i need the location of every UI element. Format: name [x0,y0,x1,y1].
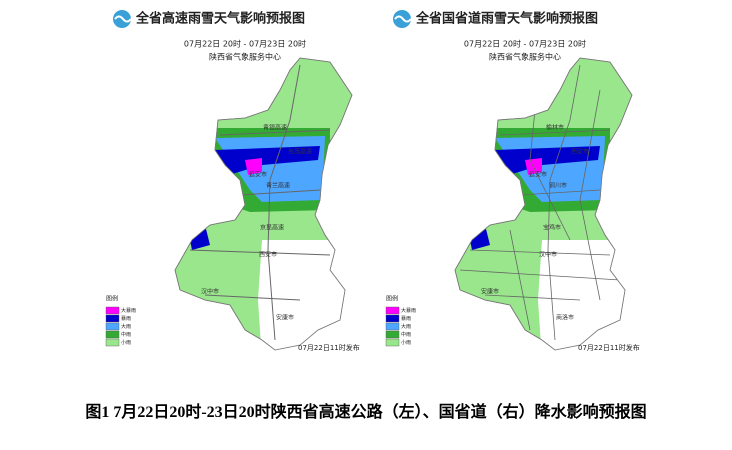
road [219,129,331,136]
legend-label: 小雨 [401,339,411,346]
road [499,129,611,136]
place-label: 宝鸡市 [543,224,561,232]
legend-label: 暴雨 [121,315,131,322]
place-label: 安康市 [481,288,499,296]
legend-label: 中雨 [401,331,411,338]
legend-swatch [105,322,120,331]
place-label: 商洛市 [556,314,574,322]
legend-label: 中雨 [121,331,131,338]
map-panel: 全省国省道雨雪天气影响预报图 07月22日 20时 - 07月23日 20时陕西省… [385,10,640,352]
legend-swatch [105,338,120,347]
legend-swatch [105,306,120,315]
legend-swatch [385,330,400,339]
legend-title: 图例 [106,295,118,303]
map-agency: 陕西省气象服务中心 [489,52,561,62]
road [239,189,321,196]
legend-label: 大雨 [121,323,131,330]
place-label: 京昆高速 [260,224,284,232]
road [469,249,611,256]
map-time: 07月22日 20时 - 07月23日 20时 [184,39,306,49]
map-title: 全省高速雨雪天气影响预报图 [135,11,305,27]
caption: 图1 7月22日20时-23日20时陕西省高速公路（左）、国省道（右）降水影响预… [85,404,647,421]
issued-time: 07月22日11时发布 [578,343,640,352]
road [519,189,601,196]
legend-label: 大暴雨 [121,307,136,314]
legend-title: 图例 [386,295,398,303]
legend-swatch [385,338,400,347]
place-label: 榆林市 [546,124,564,132]
zone-extreme [245,158,262,175]
legend-label: 暴雨 [401,315,411,322]
place-label: 汉中市 [539,251,557,259]
legend-label: 小雨 [121,339,131,346]
road [547,64,581,341]
map-time: 07月22日 20时 - 07月23日 20时 [464,39,586,49]
legend-swatch [105,314,120,323]
place-label: 包茂高速 [288,148,312,156]
place-label: 延安市 [249,171,267,179]
road [204,294,301,301]
place-label: 西安市 [571,148,589,156]
logo-wave [114,15,132,23]
road [509,229,531,331]
legend-swatch [385,322,400,331]
legend-swatch [385,306,400,315]
road [484,294,581,301]
place-label: 延安市 [529,171,547,179]
legend-swatch [385,314,400,323]
road [189,249,331,256]
legend-label: 大暴雨 [401,307,416,314]
place-label: 汉中市 [201,288,219,296]
place-label: 西安市 [259,251,277,259]
place-label: 安康市 [276,314,294,322]
legend-swatch [105,330,120,339]
place-label: 青银高速 [263,124,287,132]
issued-time: 07月22日11时发布 [298,343,360,352]
zone-rainstorm [215,146,320,174]
map-title: 全省国省道雨雪天气影响预报图 [415,11,598,27]
road [579,89,601,301]
logo-wave [394,15,412,23]
map-agency: 陕西省气象服务中心 [209,52,281,62]
legend-label: 大雨 [401,323,411,330]
place-label: 铜川市 [549,182,567,190]
zone-rainstorm [495,146,600,174]
road [267,64,301,341]
map-panel: 全省高速雨雪天气影响预报图 07月22日 20时 - 07月23日 20时陕西省气… [105,10,360,352]
place-label: 青兰高速 [266,182,290,190]
road [459,269,621,281]
